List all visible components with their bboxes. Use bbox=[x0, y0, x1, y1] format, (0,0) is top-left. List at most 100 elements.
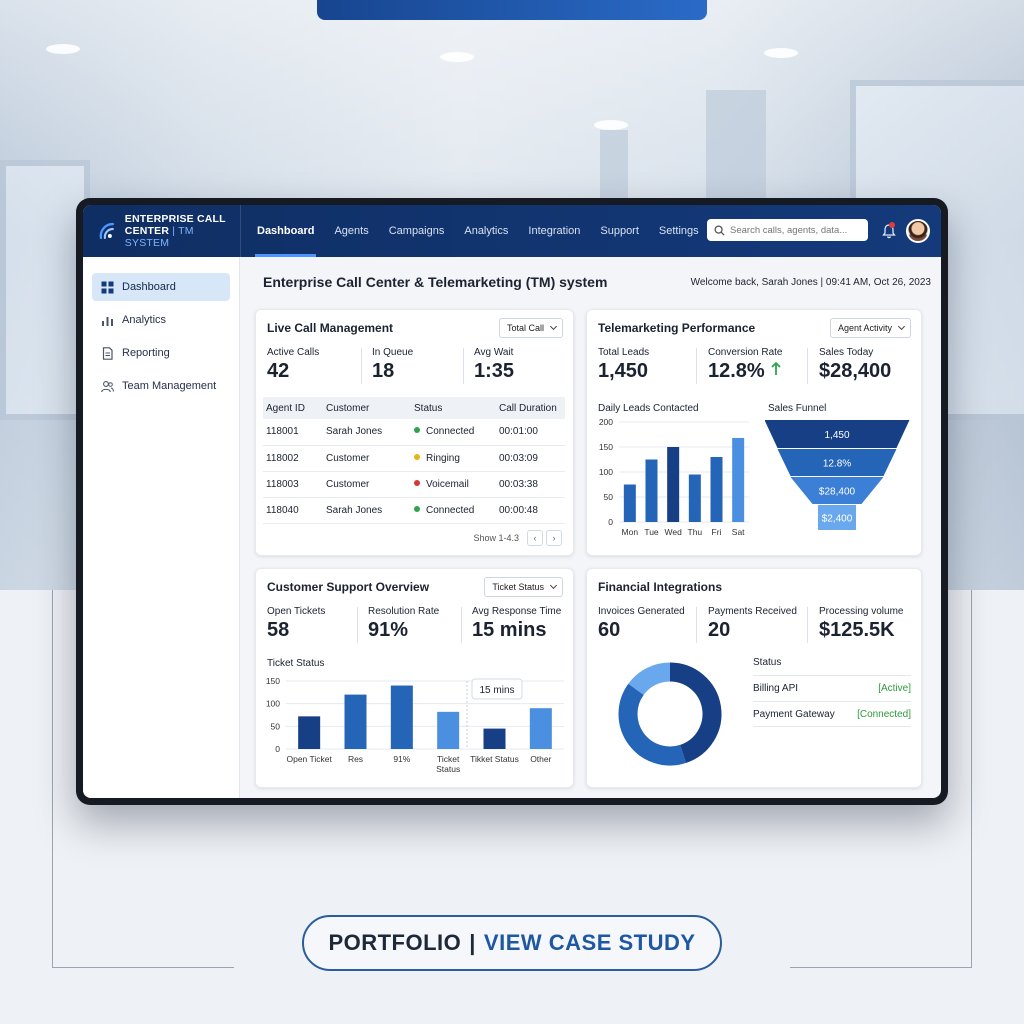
integration-status-list: Billing API [Active] Payment Gateway [Co… bbox=[753, 675, 911, 727]
cta-portfolio: PORTFOLIO bbox=[328, 930, 462, 955]
column-header[interactable]: Status bbox=[411, 397, 496, 419]
stat-value: $28,400 bbox=[819, 360, 892, 382]
sidebar-item-team-management[interactable]: Team Management bbox=[92, 372, 230, 400]
nav-support[interactable]: Support bbox=[600, 225, 639, 237]
nav-campaigns[interactable]: Campaigns bbox=[388, 225, 445, 237]
sidebar-item-dashboard[interactable]: Dashboard bbox=[92, 273, 230, 301]
nav-settings[interactable]: Settings bbox=[658, 225, 699, 237]
bar[interactable] bbox=[732, 438, 745, 522]
nav-integration[interactable]: Integration bbox=[528, 225, 581, 237]
stat-value: 60 bbox=[598, 619, 621, 641]
nav-agents[interactable]: Agents bbox=[334, 225, 369, 237]
funnel-stage[interactable] bbox=[818, 505, 856, 530]
column-header[interactable]: Customer bbox=[323, 397, 411, 419]
y-tick-label: 150 bbox=[266, 676, 280, 686]
bar[interactable] bbox=[710, 457, 723, 522]
status-text: Connected bbox=[426, 504, 475, 516]
cell-status: Ringing bbox=[411, 445, 496, 472]
status-dot-ringing bbox=[414, 453, 420, 460]
user-avatar[interactable] bbox=[906, 219, 930, 243]
frame-line bbox=[52, 967, 234, 968]
stat-label: Resolution Rate bbox=[368, 606, 440, 617]
ticket-status-dropdown[interactable]: Ticket Status bbox=[484, 577, 563, 597]
sidebar-item-label: Dashboard bbox=[122, 281, 176, 293]
divider bbox=[463, 348, 464, 384]
bar[interactable] bbox=[344, 694, 367, 749]
team-icon bbox=[101, 380, 114, 392]
card-title: Live Call Management bbox=[267, 321, 394, 335]
sales-funnel-chart: 1,450 12.8% $28,400 $2,400 bbox=[765, 420, 910, 530]
app-screen: ENTERPRISE CALL CENTER | TM SYSTEM Dashb… bbox=[83, 205, 941, 798]
status-row-payment-gateway[interactable]: Payment Gateway [Connected] bbox=[753, 701, 911, 727]
stat-value: $125.5K bbox=[819, 619, 895, 641]
stat-value: 20 bbox=[708, 619, 731, 641]
sidebar-item-analytics[interactable]: Analytics bbox=[92, 306, 230, 334]
status-row-billing-api[interactable]: Billing API [Active] bbox=[753, 675, 911, 701]
donut-slice[interactable] bbox=[628, 662, 671, 696]
sidebar-item-reporting[interactable]: Reporting bbox=[92, 339, 230, 367]
divider bbox=[357, 607, 358, 643]
status-name: Billing API bbox=[753, 683, 799, 694]
donut-slice[interactable] bbox=[669, 662, 722, 763]
cell-customer: Sarah Jones bbox=[323, 497, 411, 524]
donut-slice[interactable] bbox=[618, 683, 686, 766]
bar[interactable] bbox=[529, 708, 552, 749]
nav-analytics[interactable]: Analytics bbox=[464, 225, 509, 237]
welcome-text: Welcome back, Sarah Jones | 09:41 AM, Oc… bbox=[690, 277, 931, 288]
funnel-stage[interactable] bbox=[790, 477, 884, 504]
search-icon bbox=[714, 224, 725, 236]
table-pager: Show 1-4.3 ‹ › bbox=[473, 530, 562, 546]
cell-duration: 00:01:00 bbox=[496, 419, 565, 446]
bar[interactable] bbox=[667, 447, 680, 522]
support-card: Customer Support Overview Ticket Status … bbox=[255, 568, 574, 788]
status-text: Voicemail bbox=[426, 478, 469, 490]
monitor-frame: ENTERPRISE CALL CENTER | TM SYSTEM Dashb… bbox=[76, 198, 948, 805]
column-header[interactable]: Call Duration bbox=[496, 397, 565, 419]
divider bbox=[461, 607, 462, 643]
x-tick-label: Res bbox=[348, 754, 363, 764]
stat-label: Avg Wait bbox=[474, 347, 514, 358]
status-value: [Connected] bbox=[857, 708, 911, 720]
bar[interactable] bbox=[623, 484, 636, 523]
bar[interactable] bbox=[390, 685, 413, 749]
stat-label: Avg Response Time bbox=[472, 606, 562, 617]
view-case-study-button[interactable]: PORTFOLIO | VIEW CASE STUDY bbox=[302, 915, 722, 971]
status-dot-connected bbox=[414, 427, 420, 434]
table-row[interactable]: 118002 Customer Ringing 00:03:09 bbox=[263, 445, 565, 472]
search-input[interactable] bbox=[730, 224, 860, 236]
stat-label: Active Calls bbox=[267, 347, 320, 358]
frame-line bbox=[971, 590, 972, 968]
bar[interactable] bbox=[483, 728, 506, 749]
funnel-stage[interactable] bbox=[777, 449, 897, 476]
stat-resolution-rate: Resolution Rate 91% bbox=[368, 606, 439, 642]
y-tick-label: 100 bbox=[266, 699, 280, 709]
table-row[interactable]: 118040 Sarah Jones Connected 00:00:48 bbox=[263, 497, 565, 524]
table-row[interactable]: 118001 Sarah Jones Connected 00:01:00 bbox=[263, 419, 565, 446]
bar[interactable] bbox=[645, 459, 658, 523]
app-logo[interactable]: ENTERPRISE CALL CENTER | TM SYSTEM bbox=[83, 205, 241, 257]
bar[interactable] bbox=[688, 474, 701, 523]
x-tick-label: Other bbox=[530, 754, 551, 764]
agent-activity-dropdown[interactable]: Agent Activity bbox=[829, 318, 911, 338]
stat-label: In Queue bbox=[372, 347, 414, 358]
funnel-chart-label: Sales Funnel bbox=[768, 403, 827, 414]
table-row[interactable]: 118003 Customer Voicemail 00:03:38 bbox=[263, 471, 565, 498]
tooltip-text: 15 mins bbox=[479, 685, 514, 696]
funnel-stage[interactable] bbox=[765, 420, 910, 448]
total-call-dropdown[interactable]: Total Call bbox=[498, 318, 563, 338]
next-page-button[interactable]: › bbox=[546, 530, 562, 546]
bar[interactable] bbox=[298, 716, 321, 749]
y-tick-label: 100 bbox=[599, 467, 613, 477]
logo-line2a: CENTER bbox=[124, 225, 170, 237]
grid-icon bbox=[101, 281, 114, 293]
nav-dashboard[interactable]: Dashboard bbox=[247, 205, 324, 257]
app-header: ENTERPRISE CALL CENTER | TM SYSTEM Dashb… bbox=[83, 205, 941, 257]
cell-duration: 00:03:38 bbox=[496, 471, 565, 498]
divider bbox=[696, 607, 697, 643]
cell-agent: 118001 bbox=[263, 419, 323, 446]
bar[interactable] bbox=[437, 711, 460, 749]
prev-page-button[interactable]: ‹ bbox=[527, 530, 543, 546]
y-tick-label: 0 bbox=[275, 744, 280, 754]
column-header[interactable]: Agent ID bbox=[263, 397, 323, 419]
divider bbox=[361, 348, 362, 384]
